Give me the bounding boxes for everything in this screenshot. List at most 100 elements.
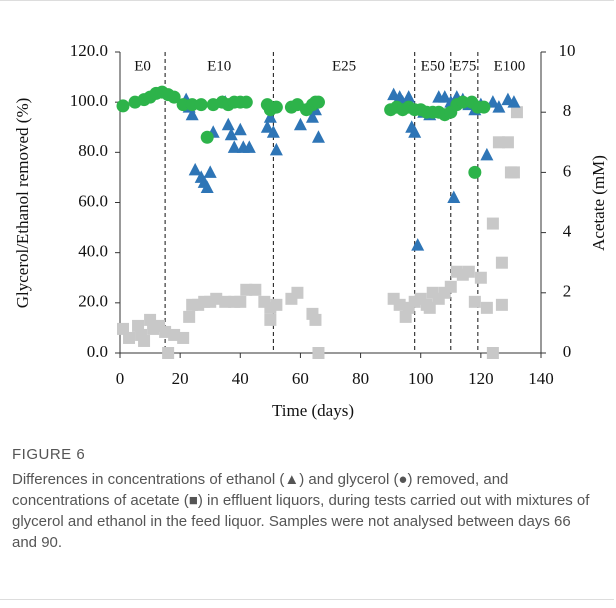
ethanol-point [269,142,283,156]
ethanol-point [233,122,247,136]
x-tick-label: 140 [528,369,554,388]
ethanol-point [492,100,506,113]
chart: Time (days) Glycerol/Ethanol removed (%)… [13,41,608,420]
ethanol-point [242,140,256,153]
glycerol-point [116,99,130,113]
acetate-point [210,292,223,305]
y-tick-label: 60.0 [78,191,108,210]
glycerol-point [176,98,190,112]
acetate-point [264,313,277,326]
y-axis-title: Glycerol/Ethanol removed (%) [13,98,32,309]
ethanol-point [311,130,325,143]
ethanol-point [266,125,280,138]
ethanol-point [402,90,416,103]
y2-tick-label: 2 [563,282,572,301]
ethanol-point [188,162,202,176]
acetate-point [138,334,151,347]
y-tick-label: 0.0 [87,342,108,361]
acetate-point [393,298,406,311]
ethanol-point [438,90,452,103]
ethanol-point [224,127,238,141]
acetate-point [399,310,412,323]
y2-tick-label: 6 [563,161,572,180]
y2-tick-label: 0 [563,342,572,361]
acetate-point [480,301,493,314]
ethanol-point [227,140,241,153]
ethanol-point [293,117,307,131]
ethanol-point [447,190,461,203]
ethanol-point [480,147,494,161]
glycerol-point [200,130,214,144]
glycerol-point [477,100,491,114]
phase-label: E0 [134,58,151,74]
x-tick-label: 0 [116,369,125,388]
acetate-point [468,295,481,308]
x-tick-label: 80 [352,369,369,388]
glycerol-point [456,95,470,109]
ethanol-point [263,110,277,123]
x-tick-label: 40 [232,369,249,388]
ethanol-point [305,110,319,123]
ethanol-point [221,117,235,131]
acetate-point [144,313,157,326]
y2-tick-label: 10 [559,41,576,60]
acetate-point [495,298,508,311]
glycerol-point [468,165,482,179]
ethanol-point [185,107,199,121]
ethanol-point [411,238,425,251]
acetate-point [501,136,514,149]
ethanol-point [260,120,274,133]
y-tick-label: 100.0 [70,91,108,110]
x-tick-label: 20 [172,369,189,388]
acetate-point [492,136,505,149]
caption: FIGURE 6 Differences in concentrations o… [12,446,592,553]
ethanol-point [408,125,422,138]
acetate-point [132,319,145,332]
acetate-point [312,347,325,359]
glycerol-point [269,100,283,114]
caption-label: FIGURE 6 [12,446,86,463]
caption-text: Differences in concentrations of ethanol… [12,471,590,551]
acetate-point [462,265,475,278]
acetate-point [249,283,262,296]
phase-label: E100 [494,58,526,74]
y2-axis-title: Acetate (mM) [589,155,608,251]
acetate-point [162,347,175,359]
acetate-point [510,106,523,119]
glycerol-point [311,95,325,109]
glycerol-point [194,98,208,112]
acetate-point [123,331,136,344]
acetate-point [270,298,283,311]
acetate-point [309,313,322,326]
glycerol-point [167,90,181,104]
ethanol-point [200,180,214,193]
acetate-point [159,325,172,338]
acetate-point [444,280,457,293]
acetate-point [117,322,130,335]
acetate-point [486,347,499,359]
x-tick-label: 60 [292,369,309,388]
acetate-point [177,331,190,344]
acetate-point [423,301,436,314]
acetate-point [183,310,196,323]
acetate-point [474,271,487,284]
phase-label: E50 [421,58,445,74]
y2-tick-label: 4 [563,222,572,241]
acetate-point [234,295,247,308]
acetate-point [507,166,520,179]
glycerol-point [239,95,253,109]
x-axis-title: Time (days) [272,401,354,420]
phase-label: E10 [207,58,231,74]
acetate-point [495,256,508,269]
y2-tick-label: 8 [563,101,572,120]
x-tick-label: 120 [468,369,494,388]
phase-label: E75 [452,58,476,74]
acetate-point [486,217,499,230]
y-tick-label: 20.0 [78,292,108,311]
y-tick-label: 120.0 [70,41,108,60]
acetate-point [219,295,232,308]
ethanol-point [203,165,217,178]
y-tick-label: 80.0 [78,141,108,160]
